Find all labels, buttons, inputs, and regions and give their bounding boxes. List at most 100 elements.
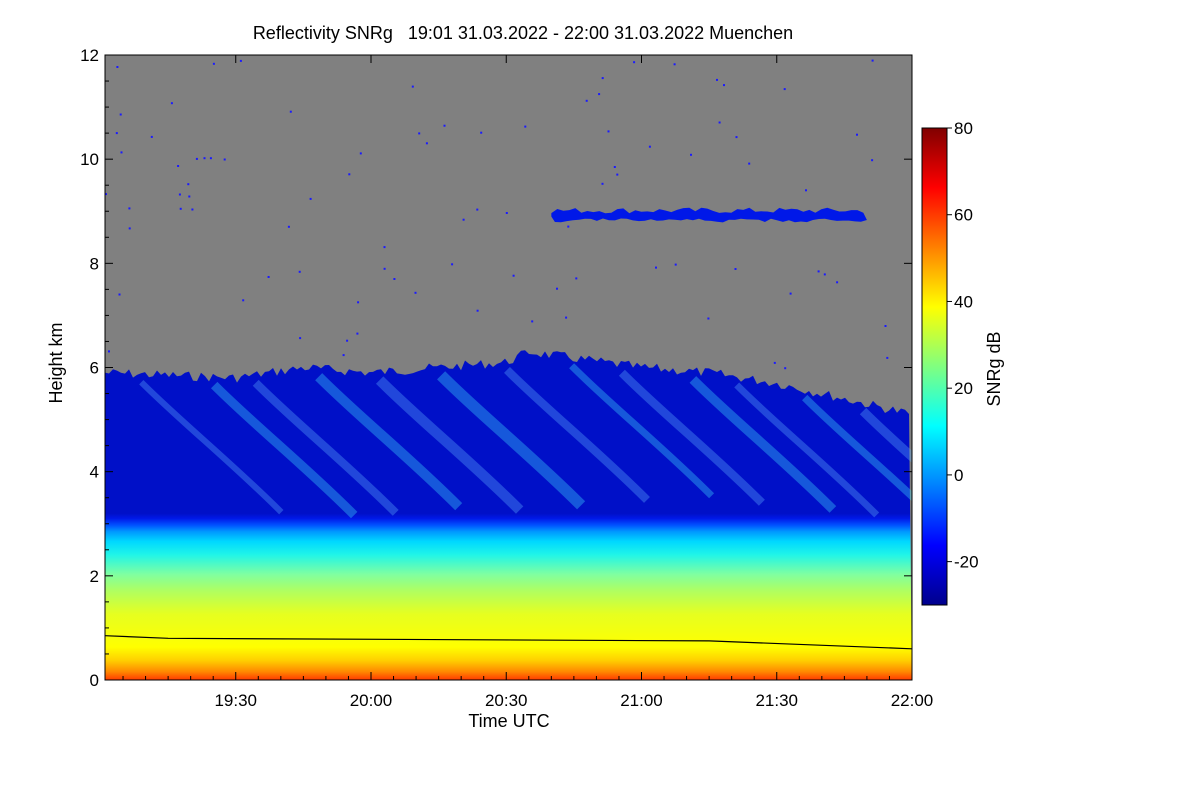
fall-streak <box>437 371 586 510</box>
noise-speckle <box>607 130 610 133</box>
upper-cloud-layer <box>551 207 867 223</box>
noise-speckle <box>383 267 386 270</box>
fall-streak <box>689 376 837 513</box>
noise-speckle <box>348 173 351 176</box>
fall-streak <box>859 407 912 463</box>
noise-speckle <box>359 152 362 155</box>
noise-speckle <box>289 110 292 113</box>
fall-streak <box>802 394 912 502</box>
noise-speckle <box>633 61 636 64</box>
y-axis-title: Height km <box>46 322 66 403</box>
noise-speckle <box>223 158 226 161</box>
noise-speckle <box>187 183 190 186</box>
noise-speckle <box>690 153 692 156</box>
noise-speckle <box>346 339 349 342</box>
noise-speckle <box>512 274 515 277</box>
noise-speckle <box>120 151 123 154</box>
chart-title: Reflectivity SNRg 19:01 31.03.2022 - 22:… <box>253 23 793 43</box>
noise-speckle <box>575 277 578 280</box>
colorbar-tick-label: 60 <box>954 206 973 225</box>
noise-speckle <box>108 350 110 353</box>
noise-speckle <box>425 142 428 145</box>
colorbar-title: SNRg dB <box>984 331 1004 406</box>
boundary-line <box>105 635 912 650</box>
noise-speckle <box>267 276 270 278</box>
y-tick-label: 12 <box>80 46 99 65</box>
noise-speckle <box>118 293 121 296</box>
y-tick-label: 4 <box>90 463 99 482</box>
noise-speckle <box>177 165 180 167</box>
noise-speckle <box>674 263 677 266</box>
noise-speckle <box>734 268 737 270</box>
x-tick-label: 20:00 <box>350 691 393 710</box>
noise-speckle <box>567 225 570 228</box>
x-axis-title: Time UTC <box>468 711 549 731</box>
noise-speckle <box>411 85 414 88</box>
colorbar-ticks: -20 0 20 40 60 80 <box>947 119 979 572</box>
plot-area <box>105 55 912 680</box>
noise-speckle <box>718 121 721 124</box>
noise-speckle <box>242 299 245 302</box>
fall-streak <box>315 373 463 511</box>
noise-speckle <box>414 291 417 294</box>
noise-speckle <box>556 287 558 290</box>
noise-speckle <box>616 173 619 176</box>
noise-speckle <box>613 166 616 168</box>
noise-speckle <box>105 193 107 196</box>
noise-speckle <box>805 189 807 192</box>
noise-speckle <box>418 132 421 135</box>
noise-speckle <box>150 135 153 138</box>
noise-speckle <box>451 263 454 266</box>
x-tick-label: 21:00 <box>620 691 663 710</box>
y-axis: 0 2 4 6 8 10 12 <box>80 46 912 690</box>
x-tick-label: 20:30 <box>485 691 528 710</box>
x-axis: 19:30 20:00 20:30 21:00 21:30 22:00 <box>122 55 933 710</box>
noise-speckle <box>309 197 312 200</box>
noise-speckle <box>119 113 122 116</box>
noise-speckle <box>886 356 889 359</box>
fall-streak <box>504 366 650 503</box>
noise-speckle <box>191 208 194 211</box>
noise-speckle <box>817 270 820 273</box>
y-tick-label: 10 <box>80 150 99 169</box>
noise-speckle <box>524 125 527 128</box>
fall-streaks <box>139 363 912 519</box>
y-tick-label: 6 <box>90 359 99 378</box>
noise-speckle <box>239 59 242 62</box>
noise-speckle <box>393 278 396 280</box>
noise-speckle <box>480 131 483 134</box>
noise-speckle <box>773 361 776 364</box>
fall-streak <box>139 379 284 515</box>
noise-speckle <box>823 273 826 276</box>
noise-speckle <box>723 84 725 87</box>
noise-speckle <box>531 320 534 323</box>
noise-speckle <box>462 218 465 221</box>
noise-speckle <box>178 193 181 196</box>
noise-speckle <box>195 157 198 160</box>
noise-speckle <box>287 225 290 228</box>
noise-speckle <box>476 208 479 211</box>
noise-speckle <box>707 317 710 320</box>
noise-speckle <box>836 281 839 284</box>
noise-speckle <box>203 157 206 160</box>
x-tick-label: 21:30 <box>755 691 798 710</box>
fall-streak <box>252 379 399 516</box>
fall-streak <box>210 381 358 519</box>
noise-speckle <box>356 332 359 335</box>
noise-speckle <box>655 266 657 269</box>
noise-speckle <box>598 93 601 96</box>
noise-speckle <box>212 62 215 65</box>
y-tick-label: 8 <box>90 254 99 273</box>
colorbar-tick-label: 80 <box>954 119 973 138</box>
noise-speckle <box>673 63 676 66</box>
noise-speckle <box>170 102 173 105</box>
noise-speckle <box>601 182 604 185</box>
noise-speckle <box>116 66 119 68</box>
colorbar-tick-label: 40 <box>954 292 973 311</box>
noise-speckle <box>128 227 131 230</box>
colorbar-tick-label: 20 <box>954 379 973 398</box>
noise-speckle <box>585 99 588 102</box>
colorbar: -20 0 20 40 60 80 SNRg dB <box>921 119 1004 606</box>
noise-speckle <box>128 207 131 210</box>
